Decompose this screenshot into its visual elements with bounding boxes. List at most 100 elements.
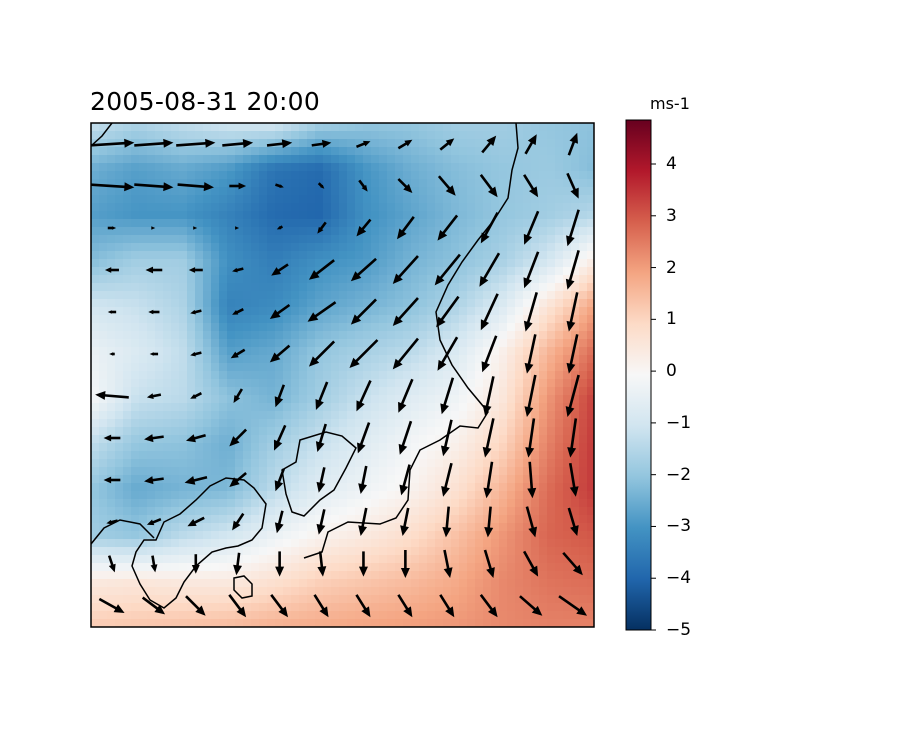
field-cell (131, 507, 140, 516)
field-cell (283, 355, 292, 364)
field-cell (267, 139, 276, 148)
field-cell (347, 147, 356, 156)
field-cell (243, 515, 252, 524)
field-cell (267, 411, 276, 420)
field-cell (131, 267, 140, 276)
field-cell (515, 371, 524, 380)
field-cell (587, 563, 594, 572)
field-cell (347, 491, 356, 500)
field-cell (499, 187, 508, 196)
field-cell (171, 435, 180, 444)
field-cell (539, 227, 548, 236)
field-cell (539, 411, 548, 420)
field-cell (155, 539, 164, 548)
field-cell (107, 523, 116, 532)
field-cell (219, 211, 228, 220)
field-cell (315, 459, 324, 468)
field-cell (291, 491, 300, 500)
field-cell (171, 611, 180, 620)
field-cell (243, 403, 252, 412)
field-cell (523, 291, 532, 300)
field-cell (363, 171, 372, 180)
field-cell (211, 475, 220, 484)
field-cell (443, 219, 452, 228)
field-cell (579, 451, 588, 460)
field-cell (435, 379, 444, 388)
field-cell (467, 275, 476, 284)
field-cell (523, 347, 532, 356)
field-cell (451, 323, 460, 332)
field-cell (491, 139, 500, 148)
field-cell (427, 243, 436, 252)
field-cell (523, 371, 532, 380)
field-cell (203, 331, 212, 340)
field-cell (451, 307, 460, 316)
field-cell (515, 355, 524, 364)
field-cell (203, 507, 212, 516)
field-cell (307, 587, 316, 596)
field-cell (307, 467, 316, 476)
field-cell (451, 227, 460, 236)
field-cell (379, 275, 388, 284)
wind-arrow-head (232, 310, 239, 315)
field-cell (443, 171, 452, 180)
field-cell (139, 427, 148, 436)
wind-arrow-head (441, 486, 450, 497)
field-cell (579, 139, 588, 148)
field-cell (387, 307, 396, 316)
field-cell (411, 187, 420, 196)
field-cell (515, 291, 524, 300)
field-cell (499, 499, 508, 508)
field-cell (411, 603, 420, 612)
wind-arrow-shaft (151, 555, 156, 567)
field-cell (403, 243, 412, 252)
field-cell (267, 419, 276, 428)
field-cell (491, 251, 500, 260)
field-cell (427, 443, 436, 452)
field-cell (507, 539, 516, 548)
field-cell (139, 299, 148, 308)
field-cell (259, 203, 268, 212)
field-cell (587, 171, 594, 180)
field-cell (155, 155, 164, 164)
field-cell (219, 147, 228, 156)
field-cell (275, 227, 284, 236)
field-cell (283, 539, 292, 548)
wind-arrow-shaft (91, 141, 127, 147)
field-cell (155, 131, 164, 140)
field-cell (339, 419, 348, 428)
field-cell (147, 131, 156, 140)
field-cell (291, 355, 300, 364)
field-cell (371, 299, 380, 308)
field-cell (507, 459, 516, 468)
field-cell (467, 131, 476, 140)
field-cell (427, 619, 436, 627)
field-cell (483, 163, 492, 172)
field-cell (539, 203, 548, 212)
field-cell (579, 331, 588, 340)
field-cell (387, 219, 396, 228)
field-cell (339, 523, 348, 532)
field-cell (219, 395, 228, 404)
field-cell (379, 555, 388, 564)
field-cell (379, 619, 388, 627)
field-cell (259, 211, 268, 220)
wind-arrow-shaft (177, 183, 207, 189)
field-cell (579, 555, 588, 564)
field-cell (235, 523, 244, 532)
field-cell (339, 331, 348, 340)
field-cell (219, 355, 228, 364)
coastline-west (91, 519, 155, 545)
field-cell (371, 475, 380, 484)
field-cell (499, 291, 508, 300)
field-cell (387, 547, 396, 556)
field-cell (323, 267, 332, 276)
field-cell (499, 491, 508, 500)
field-cell (379, 563, 388, 572)
field-cell (395, 163, 404, 172)
field-cell (579, 411, 588, 420)
field-cell (491, 403, 500, 412)
wind-arrow-shaft (569, 292, 579, 325)
field-cell (587, 163, 594, 172)
field-cell (187, 555, 196, 564)
